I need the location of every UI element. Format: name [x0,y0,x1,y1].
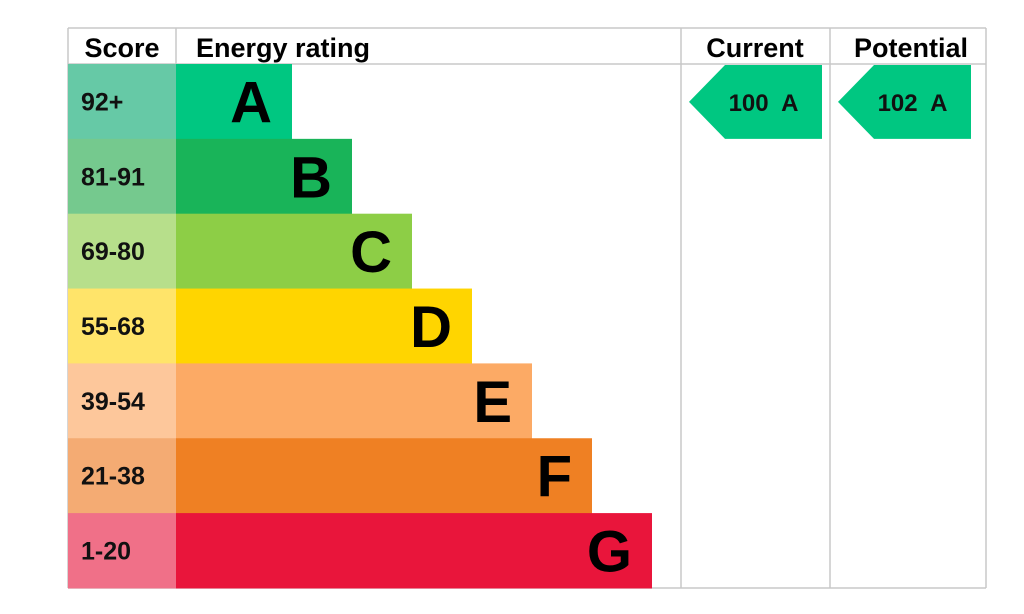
rating-letter-d: D [410,295,452,360]
band-d: 55-68 D [68,288,472,364]
score-cell-a [68,64,176,140]
band-b: 81-91 B [68,138,352,215]
score-range-c: 69-80 [81,238,145,266]
score-cell-b [68,138,176,215]
rating-bar-g [176,513,652,589]
header-score: Score [84,33,159,63]
current-rating-arrow-shape [689,65,822,139]
rating-bar-f [176,438,592,514]
rating-letter-f: F [537,445,572,510]
band-a: 92+ A [68,64,292,140]
rating-bar-c [176,213,412,290]
score-range-g: 1-20 [81,538,131,566]
potential-rating-arrow: 102 A [838,65,971,139]
band-f: 21-38 F [68,438,592,514]
band-e: 39-54 E [68,363,532,439]
rating-letter-a: A [230,70,272,135]
score-range-d: 55-68 [81,313,145,341]
header-current: Current [706,33,804,63]
score-range-e: 39-54 [81,388,145,416]
rating-bar-a [176,64,292,140]
header-energy-rating: Energy rating [196,33,370,63]
rating-letter-e: E [473,370,512,435]
score-cell-g [68,513,176,589]
score-cell-c [68,213,176,290]
score-cell-d [68,288,176,364]
score-range-f: 21-38 [81,463,145,491]
score-range-a: 92+ [81,88,123,116]
rating-bands: 92+ A 81-91 B 69-80 C 55-68 D 39-54 E 21-38 F 1-20 G [68,64,652,589]
current-rating-arrow-label: 100 A [729,90,799,117]
rating-bar-e [176,363,532,439]
header-potential: Potential [854,33,968,63]
score-cell-f [68,438,176,514]
score-range-b: 81-91 [81,163,145,191]
rating-arrows: 100 A 102 A [689,65,971,139]
rating-letter-b: B [290,145,332,210]
potential-rating-arrow-label: 102 A [878,90,948,117]
rating-letter-c: C [350,220,392,285]
rating-letter-g: G [587,520,632,585]
band-g: 1-20 G [68,513,652,589]
rating-bar-b [176,138,352,215]
current-rating-arrow: 100 A [689,65,822,139]
header-row: Score Energy rating Current Potential [68,27,986,65]
potential-rating-arrow-shape [838,65,971,139]
band-c: 69-80 C [68,213,412,290]
rating-bar-d [176,288,472,364]
score-cell-e [68,363,176,439]
